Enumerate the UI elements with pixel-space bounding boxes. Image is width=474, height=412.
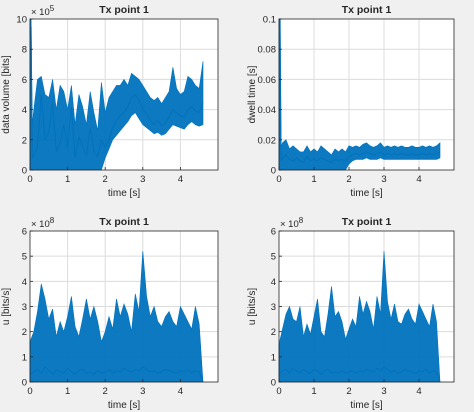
x-tick-label: 4 <box>416 386 421 397</box>
y-tick-label: 0 <box>271 166 276 177</box>
y-tick-label: 0 <box>271 378 276 389</box>
y-tick-label: 0.1 <box>263 15 276 26</box>
x-tick-label: 1 <box>311 386 316 397</box>
x-tick-label: 4 <box>178 386 183 397</box>
chart-rate-right: 0 1 2 3 4 0 1 2 3 4 5 6 × 108 Tx point 1 time [s] u [bi… <box>247 216 455 411</box>
y-exponent-power: 8 <box>50 216 55 225</box>
y-tick-label: 0 <box>22 378 27 389</box>
y-tick-label: 0.04 <box>258 105 277 116</box>
y-tick-label: 4 <box>22 277 27 288</box>
x-axis-label: time [s] <box>350 400 382 411</box>
y-tick-label: 1 <box>22 352 27 363</box>
x-tick-label: 0 <box>27 174 32 185</box>
chart-title: Tx point 1 <box>342 4 392 16</box>
y-tick-label: 6 <box>271 227 276 238</box>
y-axis-label: dwell time [s] <box>247 65 258 123</box>
y-exponent-power: 8 <box>299 216 304 225</box>
axes-frame <box>278 18 455 171</box>
y-tick-label: 0 <box>22 166 27 177</box>
x-tick-label: 3 <box>140 386 145 397</box>
chart-rate-left: 0 1 2 3 4 0 1 2 3 4 5 6 × 108 Tx point 1 time [s] u [bi… <box>1 216 219 411</box>
y-exponent: × 108 <box>280 216 304 230</box>
y-tick-label: 0.06 <box>258 75 277 86</box>
series-line <box>278 18 441 164</box>
y-tick-label: 5 <box>271 252 276 263</box>
y-tick-label: 4 <box>271 277 276 288</box>
y-tick-label: 4 <box>22 105 27 116</box>
y-tick-label: 2 <box>271 327 276 338</box>
series-line <box>29 26 204 159</box>
x-tick-label: 1 <box>65 174 70 185</box>
y-axis-label: u [bits/s] <box>247 288 258 325</box>
y-tick-label: 8 <box>22 45 27 56</box>
x-tick-label: 2 <box>346 386 351 397</box>
x-axis-label: time [s] <box>350 188 382 199</box>
x-tick-label: 2 <box>103 174 108 185</box>
x-tick-label: 3 <box>381 386 386 397</box>
axes-frame <box>29 18 219 171</box>
x-axis-label: time [s] <box>108 400 140 411</box>
y-tick-label: 6 <box>22 75 27 86</box>
y-tick-label: 0.02 <box>258 135 277 146</box>
x-tick-label: 4 <box>178 174 183 185</box>
y-tick-label: 6 <box>22 227 27 238</box>
chart-data-volume: 0 1 2 3 4 0 2 4 6 8 10 × 105 Tx point 1 time [s] data … <box>1 4 219 199</box>
y-tick-label: 1 <box>271 352 276 363</box>
x-tick-label: 3 <box>381 174 386 185</box>
x-tick-label: 0 <box>276 386 281 397</box>
chart-dwell-time: 0 1 2 3 4 0 0.02 0.04 0.06 0.08 0.1 Tx point 1 time … <box>247 4 455 199</box>
y-tick-label: 5 <box>22 252 27 263</box>
y-tick-label: 2 <box>22 135 27 146</box>
series-line <box>29 366 204 383</box>
x-tick-label: 2 <box>346 174 351 185</box>
x-tick-label: 4 <box>416 174 421 185</box>
x-tick-label: 1 <box>311 174 316 185</box>
y-exponent: × 108 <box>31 216 55 230</box>
y-tick-label: 10 <box>16 15 27 26</box>
y-tick-label: 3 <box>271 302 276 313</box>
y-axis-label: data volume [bits] <box>1 55 12 134</box>
y-exponent: × 105 <box>31 4 55 18</box>
y-axis-label: u [bits/s] <box>1 288 12 325</box>
x-tick-label: 1 <box>65 386 70 397</box>
y-exponent-power: 5 <box>50 4 55 13</box>
x-tick-label: 0 <box>27 386 32 397</box>
y-tick-label: 2 <box>22 327 27 338</box>
x-tick-label: 2 <box>103 386 108 397</box>
y-tick-label: 0.08 <box>258 45 277 56</box>
chart-title: Tx point 1 <box>342 216 392 228</box>
x-axis-label: time [s] <box>108 188 140 199</box>
series-line <box>278 366 441 383</box>
chart-title: Tx point 1 <box>99 216 149 228</box>
x-tick-label: 3 <box>140 174 145 185</box>
y-tick-label: 3 <box>22 302 27 313</box>
chart-title: Tx point 1 <box>99 4 149 16</box>
x-tick-label: 0 <box>276 174 281 185</box>
